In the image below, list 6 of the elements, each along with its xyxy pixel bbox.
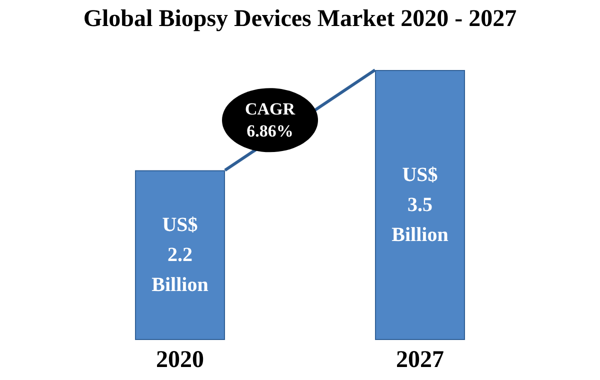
data-label: US$ 2.2 Billion [152,214,208,296]
data-label: US$ 3.5 Billion [392,164,448,246]
annotation: CAGR 6.86% [244,100,296,141]
x-tick-label: 2027 [396,347,444,373]
chart-title: Global Biopsy Devices Market 2020 - 2027 [83,6,517,32]
x-tick-label: 2020 [156,347,204,373]
